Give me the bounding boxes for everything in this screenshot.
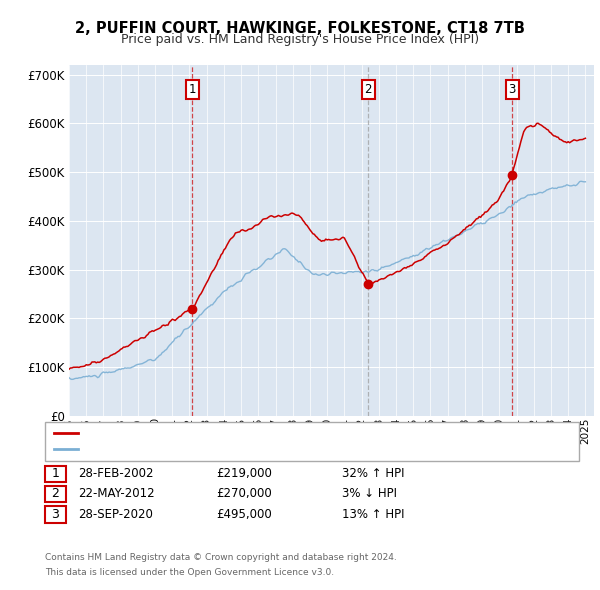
Text: Contains HM Land Registry data © Crown copyright and database right 2024.: Contains HM Land Registry data © Crown c… [45,553,397,562]
Text: 28-FEB-2002: 28-FEB-2002 [78,467,154,480]
Text: 1: 1 [52,467,59,480]
Text: 32% ↑ HPI: 32% ↑ HPI [342,467,404,480]
Text: £270,000: £270,000 [216,487,272,500]
Text: 2: 2 [365,83,372,96]
Text: 13% ↑ HPI: 13% ↑ HPI [342,508,404,521]
Text: This data is licensed under the Open Government Licence v3.0.: This data is licensed under the Open Gov… [45,568,334,577]
Text: 22-MAY-2012: 22-MAY-2012 [78,487,155,500]
Text: 1: 1 [188,83,196,96]
Text: HPI: Average price, detached house, Folkestone and Hythe: HPI: Average price, detached house, Folk… [83,444,389,454]
Text: 2, PUFFIN COURT, HAWKINGE, FOLKESTONE, CT18 7TB (detached house): 2, PUFFIN COURT, HAWKINGE, FOLKESTONE, C… [83,428,461,438]
Text: £495,000: £495,000 [216,508,272,521]
Text: 2: 2 [52,487,59,500]
Text: 2, PUFFIN COURT, HAWKINGE, FOLKESTONE, CT18 7TB: 2, PUFFIN COURT, HAWKINGE, FOLKESTONE, C… [75,21,525,35]
Text: 28-SEP-2020: 28-SEP-2020 [78,508,153,521]
Text: 3: 3 [509,83,516,96]
Text: Price paid vs. HM Land Registry's House Price Index (HPI): Price paid vs. HM Land Registry's House … [121,33,479,46]
Text: 3% ↓ HPI: 3% ↓ HPI [342,487,397,500]
Text: £219,000: £219,000 [216,467,272,480]
Text: 3: 3 [52,508,59,521]
